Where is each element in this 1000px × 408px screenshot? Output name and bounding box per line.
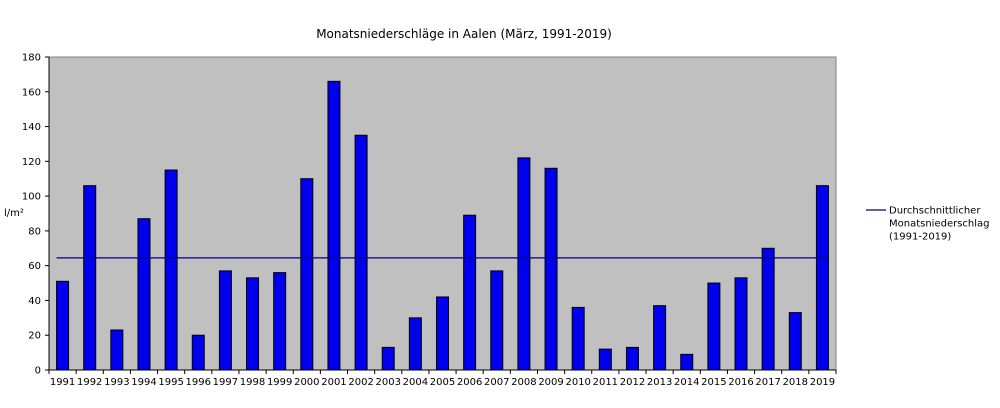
bar (571, 306, 585, 371)
x-tick-label: 2002 (348, 377, 373, 388)
bar (327, 80, 341, 371)
bar (653, 305, 667, 371)
chart-title: Monatsniederschläge in Aalen (März, 1991… (316, 27, 612, 41)
x-tick-label: 2003 (375, 377, 400, 388)
x-tick-label: 2017 (755, 377, 780, 388)
y-tick-label: 140 (22, 122, 41, 133)
legend-label-line-2: Monatsniederschlag (889, 219, 990, 230)
bar (246, 277, 260, 371)
y-axis-label: l/m² (4, 208, 24, 219)
x-axis: 1991 1992 1993 1994 1995 1996 1997 1998 1999 2000… (48, 369, 837, 388)
bar (56, 280, 70, 371)
bar (707, 282, 721, 371)
y-tick-label: 120 (22, 157, 41, 168)
y-tick-label: 60 (28, 261, 41, 272)
x-tick-label: 2014 (674, 377, 699, 388)
bar (463, 214, 477, 371)
x-tick-label: 1995 (158, 377, 183, 388)
x-tick-label: 2010 (565, 377, 590, 388)
x-tick-label: 2019 (810, 377, 835, 388)
x-tick-label: 1993 (104, 377, 129, 388)
bar (761, 247, 775, 371)
bar (354, 134, 368, 371)
bar (83, 185, 97, 371)
x-tick-label: 1991 (50, 377, 75, 388)
bar (680, 353, 694, 371)
y-tick-label: 160 (22, 87, 41, 98)
y-tick-label: 180 (22, 53, 41, 64)
legend-label-line-1: Durchschnittlicher (889, 206, 981, 217)
bar (490, 270, 504, 371)
bar (137, 218, 151, 371)
x-tick-label: 1996 (186, 377, 211, 388)
x-tick-label: 2018 (783, 377, 808, 388)
x-tick-label: 2016 (728, 377, 753, 388)
x-tick-label: 1998 (240, 377, 265, 388)
bar (788, 312, 802, 371)
bar (598, 348, 612, 371)
x-tick-label: 2005 (430, 377, 455, 388)
x-tick-label: 1994 (131, 377, 156, 388)
bar (436, 296, 449, 371)
legend-label-line-3: (1991-2019) (889, 232, 951, 243)
bar (408, 317, 422, 371)
bar (218, 270, 232, 371)
x-tick-label: 2012 (620, 377, 645, 388)
x-tick-label: 2004 (403, 377, 428, 388)
x-tick-label: 2009 (538, 377, 563, 388)
x-tick-label: 2007 (484, 377, 509, 388)
bar (734, 277, 748, 371)
bar (164, 169, 178, 371)
x-tick-label: 2013 (647, 377, 672, 388)
bar (191, 334, 205, 371)
bar (815, 185, 829, 371)
bars (56, 80, 829, 371)
bar (300, 178, 314, 371)
x-tick-label: 2011 (593, 377, 618, 388)
bar (517, 157, 531, 371)
x-tick-label: 1997 (213, 377, 238, 388)
y-axis: 0 20 40 60 80 100 120 140 160 180 (22, 53, 50, 377)
bar (273, 272, 287, 371)
bar (381, 346, 395, 371)
y-tick-label: 20 (28, 331, 41, 342)
y-tick-label: 0 (35, 366, 41, 377)
x-tick-label: 2006 (457, 377, 482, 388)
x-tick-label: 2015 (701, 377, 726, 388)
legend: Durchschnittlicher Monatsniederschlag (1… (866, 206, 990, 243)
x-tick-label: 2001 (321, 377, 346, 388)
x-tick-label: 1992 (77, 377, 102, 388)
y-tick-label: 80 (28, 226, 41, 237)
x-tick-label: 2000 (294, 377, 319, 388)
y-tick-label: 100 (22, 192, 41, 203)
x-tick-label: 1999 (267, 377, 292, 388)
bar (110, 329, 124, 371)
y-tick-label: 40 (28, 296, 41, 307)
bar (544, 167, 558, 371)
x-tick-label: 2008 (511, 377, 536, 388)
bar (625, 346, 639, 371)
